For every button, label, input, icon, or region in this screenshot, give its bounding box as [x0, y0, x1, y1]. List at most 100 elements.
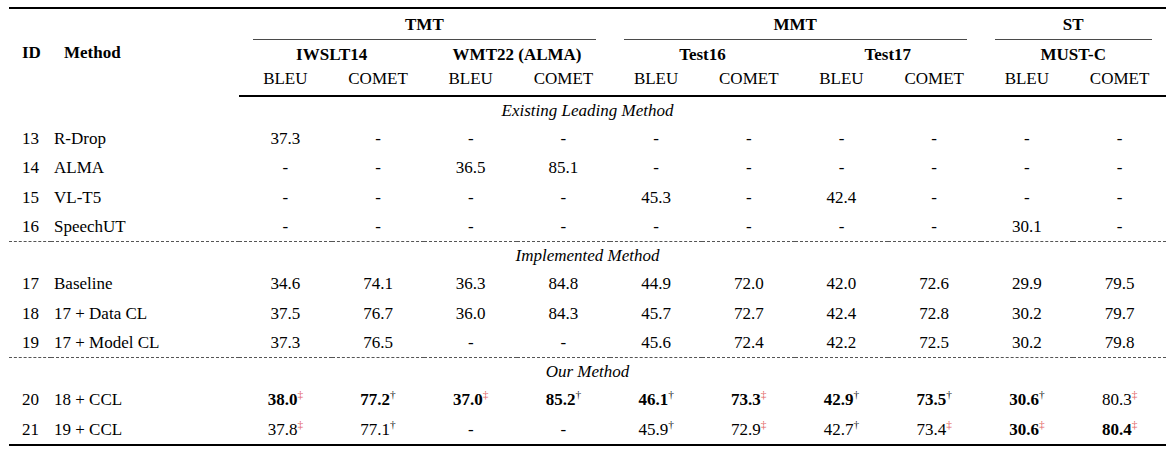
section-title: Implemented Method: [9, 242, 1166, 270]
cell-15-wmt22-bleu: -: [424, 183, 517, 212]
table-row-14: 14ALMA--36.585.1------: [9, 153, 1166, 182]
task-group-row: ID Method TMT MMT ST: [9, 8, 1166, 40]
cell-16-mustc-bleu: 30.1: [981, 212, 1074, 242]
cell-14-test17-comet: -: [888, 153, 981, 182]
cell-14-wmt22-bleu: 36.5: [424, 153, 517, 182]
method-name: SpeechUT: [51, 212, 239, 242]
cell-14-test16-comet: -: [702, 153, 795, 182]
cell-20-iwslt14-comet: 77.2†: [332, 385, 425, 414]
cell-16-test17-bleu: -: [795, 212, 888, 242]
col-dataset-iwslt14: IWSLT14: [239, 40, 424, 66]
method-name: Baseline: [51, 269, 239, 298]
cell-14-iwslt14-bleu: -: [239, 153, 332, 182]
cell-18-mustc-bleu: 30.2: [981, 299, 1074, 328]
paper-results-table-figure: ID Method TMT MMT ST IWSLT14 WMT22 (ALMA…: [0, 0, 1175, 467]
cell-19-mustc-bleu: 30.2: [981, 328, 1074, 358]
double-dagger-marker: ‡: [761, 389, 767, 401]
double-dagger-marker: ‡: [946, 418, 952, 430]
cell-13-mustc-comet: -: [1073, 124, 1166, 153]
cell-18-test16-bleu: 45.7: [610, 299, 703, 328]
cell-18-test17-bleu: 42.4: [795, 299, 888, 328]
method-name: 18 + CCL: [51, 385, 239, 414]
section-title: Existing Leading Method: [9, 96, 1166, 124]
col-header-id: ID: [9, 8, 51, 96]
cell-19-test17-comet: 72.5: [888, 328, 981, 358]
cell-18-iwslt14-comet: 76.7: [332, 299, 425, 328]
cell-18-wmt22-bleu: 36.0: [424, 299, 517, 328]
cell-21-test16-comet: 72.9‡: [702, 415, 795, 445]
cell-14-test17-bleu: -: [795, 153, 888, 182]
table-row-13: 13R-Drop37.3---------: [9, 124, 1166, 153]
row-id: 15: [9, 183, 51, 212]
cell-21-iwslt14-comet: 77.1†: [332, 415, 425, 445]
cell-18-wmt22-comet: 84.3: [517, 299, 610, 328]
cell-17-mustc-comet: 79.5: [1073, 269, 1166, 298]
cell-20-mustc-comet: 80.3‡: [1073, 385, 1166, 414]
col-dataset-test16: Test16: [610, 40, 795, 66]
section-row: Our Method: [9, 358, 1166, 386]
col-metric-bleu: BLEU: [239, 67, 332, 96]
dagger-marker: †: [1039, 389, 1045, 401]
dagger-marker: †: [390, 418, 396, 430]
cell-17-test17-comet: 72.6: [888, 269, 981, 298]
cell-15-test17-comet: -: [888, 183, 981, 212]
cell-17-wmt22-comet: 84.8: [517, 269, 610, 298]
cell-15-test17-bleu: 42.4: [795, 183, 888, 212]
col-group-mmt: MMT: [610, 8, 981, 40]
row-id: 20: [9, 385, 51, 414]
cell-19-iwslt14-comet: 76.5: [332, 328, 425, 358]
cell-19-wmt22-comet: -: [517, 328, 610, 358]
cell-21-wmt22-comet: -: [517, 415, 610, 445]
cell-20-test16-comet: 73.3‡: [702, 385, 795, 414]
row-id: 21: [9, 415, 51, 445]
row-id: 14: [9, 153, 51, 182]
table-row-16: 16SpeechUT--------30.1-: [9, 212, 1166, 242]
double-dagger-marker: ‡: [297, 389, 303, 401]
cell-14-iwslt14-comet: -: [332, 153, 425, 182]
double-dagger-marker: ‡: [1039, 418, 1045, 430]
method-name: ALMA: [51, 153, 239, 182]
cell-21-test17-bleu: 42.7†: [795, 415, 888, 445]
dagger-marker: †: [390, 389, 396, 401]
col-dataset-wmt22-alma: WMT22 (ALMA): [424, 40, 609, 66]
section-row: Existing Leading Method: [9, 96, 1166, 124]
cell-17-wmt22-bleu: 36.3: [424, 269, 517, 298]
col-metric-comet: COMET: [888, 67, 981, 96]
section-title: Our Method: [9, 358, 1166, 386]
cell-19-wmt22-bleu: -: [424, 328, 517, 358]
cell-13-iwslt14-comet: -: [332, 124, 425, 153]
table-row-20: 2018 + CCL38.0‡77.2†37.0‡85.2†46.1†73.3‡…: [9, 385, 1166, 414]
cell-17-test16-bleu: 44.9: [610, 269, 703, 298]
cell-19-iwslt14-bleu: 37.3: [239, 328, 332, 358]
double-dagger-marker: ‡: [297, 418, 303, 430]
cell-13-test16-comet: -: [702, 124, 795, 153]
cell-13-test17-bleu: -: [795, 124, 888, 153]
double-dagger-marker: ‡: [761, 418, 767, 430]
col-metric-bleu: BLEU: [610, 67, 703, 96]
col-metric-bleu: BLEU: [795, 67, 888, 96]
cell-13-test16-bleu: -: [610, 124, 703, 153]
col-group-tmt: TMT: [239, 8, 610, 40]
cell-19-test16-comet: 72.4: [702, 328, 795, 358]
cell-16-wmt22-comet: -: [517, 212, 610, 242]
cell-21-test16-bleu: 45.9†: [610, 415, 703, 445]
cell-15-wmt22-comet: -: [517, 183, 610, 212]
col-group-st-label: ST: [995, 14, 1153, 40]
row-id: 13: [9, 124, 51, 153]
cell-14-wmt22-comet: 85.1: [517, 153, 610, 182]
dagger-marker: †: [854, 418, 860, 430]
cell-15-iwslt14-comet: -: [332, 183, 425, 212]
cell-19-mustc-comet: 79.8: [1073, 328, 1166, 358]
col-metric-comet: COMET: [517, 67, 610, 96]
cell-21-mustc-bleu: 30.6‡: [981, 415, 1074, 445]
method-name: R-Drop: [51, 124, 239, 153]
cell-17-test17-bleu: 42.0: [795, 269, 888, 298]
cell-15-mustc-bleu: -: [981, 183, 1074, 212]
cell-15-iwslt14-bleu: -: [239, 183, 332, 212]
table-body: Existing Leading Method13R-Drop37.3-----…: [9, 96, 1166, 445]
table-row-15: 15VL-T5----45.3-42.4---: [9, 183, 1166, 212]
method-name: VL-T5: [51, 183, 239, 212]
cell-13-mustc-bleu: -: [981, 124, 1074, 153]
method-name: 17 + Data CL: [51, 299, 239, 328]
cell-21-iwslt14-bleu: 37.8‡: [239, 415, 332, 445]
